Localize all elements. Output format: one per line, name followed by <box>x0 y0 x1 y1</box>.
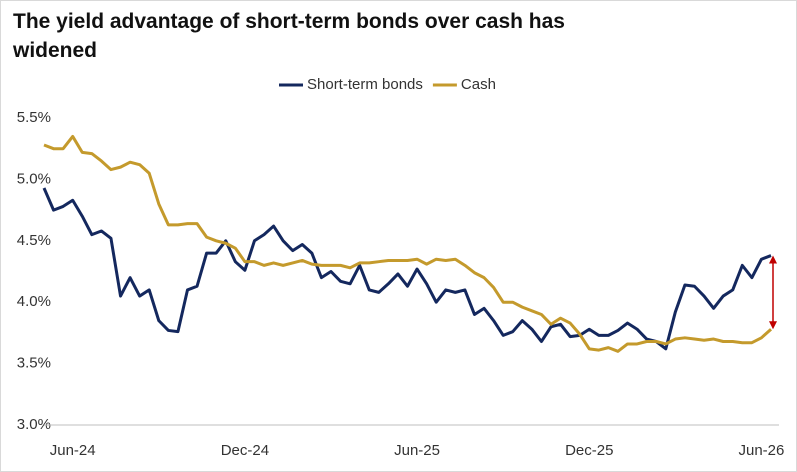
legend-label: Cash <box>461 76 496 93</box>
y-tick-label: 4.0% <box>17 293 51 310</box>
legend-label: Short-term bonds <box>307 76 423 93</box>
y-tick-label: 4.5% <box>17 232 51 249</box>
arrow-head <box>769 255 777 264</box>
x-tick-label: Jun-24 <box>50 442 96 459</box>
legend: Short-term bonds Cash <box>279 76 496 93</box>
gap-arrow <box>769 255 777 330</box>
x-tick-label: Dec-24 <box>221 442 269 459</box>
y-tick-label: 3.5% <box>17 355 51 372</box>
series-line <box>43 134 773 353</box>
y-tick-label: 3.0% <box>17 416 51 433</box>
x-tick-label: Dec-25 <box>565 442 613 459</box>
arrow-head <box>769 321 777 330</box>
y-tick-label: 5.5% <box>17 109 51 126</box>
x-tick-label: Jun-26 <box>738 442 784 459</box>
y-tick-label: 5.0% <box>17 170 51 187</box>
x-tick-label: Jun-25 <box>394 442 440 459</box>
chart-title: The yield advantage of short-term bonds … <box>13 10 565 62</box>
series-line <box>42 187 772 351</box>
